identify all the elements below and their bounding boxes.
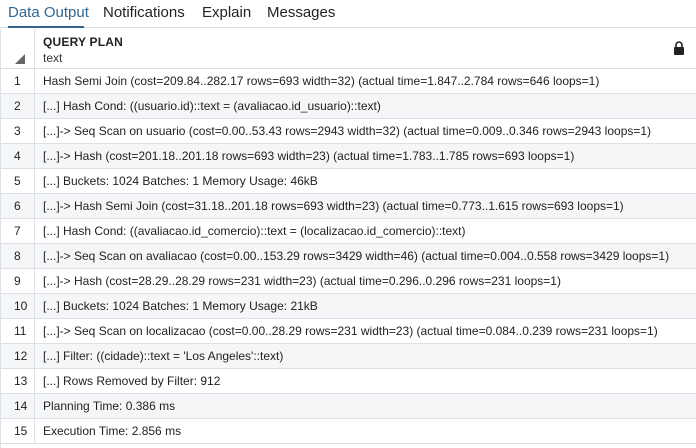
- query-plan-cell[interactable]: [...] Buckets: 1024 Batches: 1 Memory Us…: [43, 174, 318, 188]
- query-plan-grid: QUERY PLAN text 1 Hash Semi Join (cost=20…: [0, 29, 696, 448]
- row-number[interactable]: 2: [1, 94, 35, 118]
- table-row[interactable]: 13 [...] Rows Removed by Filter: 912: [1, 369, 696, 394]
- row-number[interactable]: 1: [1, 69, 35, 93]
- table-row[interactable]: 3 [...]-> Seq Scan on usuario (cost=0.00.…: [1, 119, 696, 144]
- corner-triangle-icon: [15, 54, 25, 64]
- table-row[interactable]: 11 [...]-> Seq Scan on localizacao (cost=…: [1, 319, 696, 344]
- table-row[interactable]: 2 [...] Hash Cond: ((usuario.id)::text = …: [1, 94, 696, 119]
- table-row[interactable]: 9 [...]-> Hash (cost=28.29..28.29 rows=23…: [1, 269, 696, 294]
- row-number[interactable]: 10: [1, 294, 35, 318]
- table-row[interactable]: 14 Planning Time: 0.386 ms: [1, 394, 696, 419]
- table-row[interactable]: 1 Hash Semi Join (cost=209.84..282.17 row…: [1, 69, 696, 94]
- row-number[interactable]: 13: [1, 369, 35, 393]
- row-number[interactable]: 9: [1, 269, 35, 293]
- query-plan-cell[interactable]: [...]-> Hash (cost=201.18..201.18 rows=6…: [43, 149, 575, 163]
- select-all-corner[interactable]: [1, 29, 35, 68]
- query-plan-cell[interactable]: [...]-> Hash Semi Join (cost=31.18..201.…: [43, 199, 624, 213]
- table-row[interactable]: 4 [...]-> Hash (cost=201.18..201.18 rows=…: [1, 144, 696, 169]
- query-plan-cell[interactable]: Planning Time: 0.386 ms: [43, 399, 176, 413]
- tab-notifications[interactable]: Notifications: [103, 4, 185, 21]
- row-number[interactable]: 5: [1, 169, 35, 193]
- row-number[interactable]: 4: [1, 144, 35, 168]
- query-plan-cell[interactable]: [...] Hash Cond: ((usuario.id)::text = (…: [43, 99, 381, 113]
- query-plan-cell[interactable]: [...] Rows Removed by Filter: 912: [43, 374, 221, 388]
- table-row[interactable]: 12 [...] Filter: ((cidade)::text = 'Los A…: [1, 344, 696, 369]
- table-row[interactable]: 6 [...]-> Hash Semi Join (cost=31.18..201…: [1, 194, 696, 219]
- tab-data-output[interactable]: Data Output: [8, 0, 89, 28]
- table-row[interactable]: 10 [...] Buckets: 1024 Batches: 1 Memory …: [1, 294, 696, 319]
- query-plan-cell[interactable]: [...]-> Seq Scan on usuario (cost=0.00..…: [43, 124, 652, 138]
- table-row[interactable]: 5 [...] Buckets: 1024 Batches: 1 Memory U…: [1, 169, 696, 194]
- table-row[interactable]: 15 Execution Time: 2.856 ms: [1, 419, 696, 444]
- grid-header: QUERY PLAN text: [1, 29, 696, 69]
- query-plan-cell[interactable]: Hash Semi Join (cost=209.84..282.17 rows…: [43, 74, 600, 88]
- result-tabbar: Data Output Notifications Explain Messag…: [0, 0, 696, 28]
- query-plan-cell[interactable]: Execution Time: 2.856 ms: [43, 424, 182, 438]
- tab-explain[interactable]: Explain: [202, 4, 252, 21]
- row-number[interactable]: 11: [1, 319, 35, 343]
- query-plan-cell[interactable]: [...]-> Seq Scan on localizacao (cost=0.…: [43, 324, 658, 338]
- query-plan-cell[interactable]: [...]-> Seq Scan on avaliacao (cost=0.00…: [43, 249, 670, 263]
- query-plan-cell[interactable]: [...] Hash Cond: ((avaliacao.id_comercio…: [43, 224, 466, 238]
- query-plan-cell[interactable]: [...] Buckets: 1024 Batches: 1 Memory Us…: [43, 299, 318, 313]
- row-number[interactable]: 14: [1, 394, 35, 418]
- table-row[interactable]: 8 [...]-> Seq Scan on avaliacao (cost=0.0…: [1, 244, 696, 269]
- column-type: text: [43, 51, 63, 65]
- query-plan-cell[interactable]: [...] Filter: ((cidade)::text = 'Los Ang…: [43, 349, 284, 363]
- column-name[interactable]: QUERY PLAN: [43, 35, 124, 49]
- query-plan-cell[interactable]: [...]-> Hash (cost=28.29..28.29 rows=231…: [43, 274, 561, 288]
- row-number[interactable]: 7: [1, 219, 35, 243]
- row-number[interactable]: 3: [1, 119, 35, 143]
- lock-icon: [674, 41, 684, 55]
- row-number[interactable]: 6: [1, 194, 35, 218]
- row-number[interactable]: 15: [1, 419, 35, 443]
- table-row[interactable]: 7 [...] Hash Cond: ((avaliacao.id_comerci…: [1, 219, 696, 244]
- tab-messages[interactable]: Messages: [267, 4, 336, 21]
- row-number[interactable]: 12: [1, 344, 35, 368]
- row-number[interactable]: 8: [1, 244, 35, 268]
